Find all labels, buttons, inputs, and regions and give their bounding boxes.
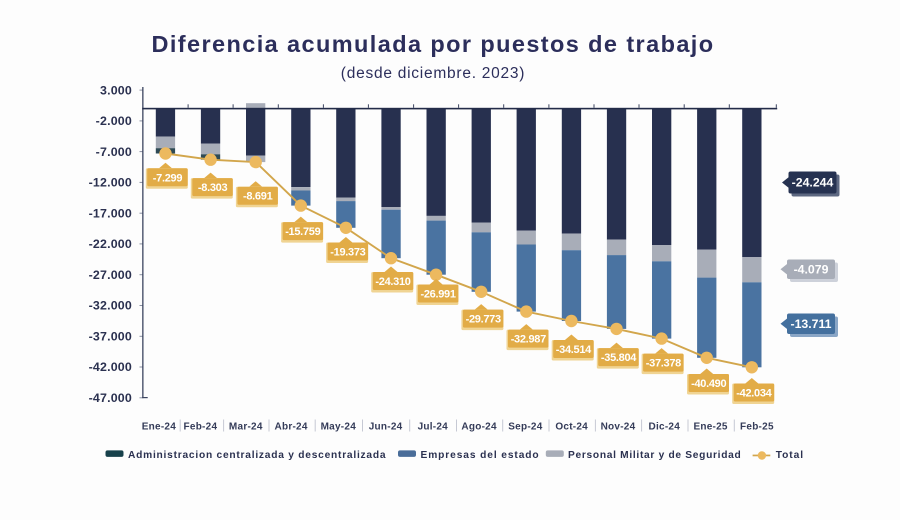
svg-text:Jun-24: Jun-24 <box>369 422 403 433</box>
svg-text:-37.000: -37.000 <box>89 330 132 344</box>
svg-text:-32.000: -32.000 <box>89 299 132 313</box>
svg-text:-42.000: -42.000 <box>89 360 132 374</box>
svg-text:Empresas del estado: Empresas del estado <box>421 450 540 461</box>
svg-text:Mar-24: Mar-24 <box>229 422 263 433</box>
svg-text:Ene-24: Ene-24 <box>142 422 176 433</box>
svg-text:-12.000: -12.000 <box>89 176 132 190</box>
svg-text:Total: Total <box>776 450 804 461</box>
svg-text:3.000: 3.000 <box>100 83 132 97</box>
svg-text:-47.000: -47.000 <box>89 391 132 405</box>
svg-text:Ene-25: Ene-25 <box>693 422 727 433</box>
svg-text:-7.000: -7.000 <box>96 145 132 159</box>
svg-text:Sep-24: Sep-24 <box>508 422 542 433</box>
svg-text:Nov-24: Nov-24 <box>601 422 636 433</box>
svg-text:Feb-24: Feb-24 <box>184 422 218 433</box>
svg-text:Feb-25: Feb-25 <box>740 422 774 433</box>
svg-text:-32.987: -32.987 <box>511 334 546 346</box>
svg-text:-40.490: -40.490 <box>691 378 726 390</box>
svg-text:-4.079: -4.079 <box>794 262 829 276</box>
svg-text:-8.303: -8.303 <box>198 182 228 194</box>
svg-text:Jul-24: Jul-24 <box>418 422 449 433</box>
svg-text:-29.773: -29.773 <box>466 314 501 326</box>
svg-text:Ago-24: Ago-24 <box>461 422 497 433</box>
svg-text:Administracion centralizada y: Administracion centralizada y descentral… <box>128 450 386 461</box>
svg-text:-27.000: -27.000 <box>89 268 132 282</box>
svg-text:-17.000: -17.000 <box>89 206 132 220</box>
svg-text:Personal Militar y de Segurida: Personal Militar y de Seguridad <box>568 450 741 461</box>
svg-text:Dic-24: Dic-24 <box>649 422 681 433</box>
svg-text:-2.000: -2.000 <box>96 114 132 128</box>
svg-text:-35.804: -35.804 <box>601 352 637 364</box>
svg-text:Oct-24: Oct-24 <box>555 422 588 433</box>
svg-text:-34.514: -34.514 <box>556 344 592 356</box>
svg-text:-8.691: -8.691 <box>243 191 273 203</box>
svg-text:Diferencia acumulada por puest: Diferencia acumulada por puestos de trab… <box>152 31 715 57</box>
svg-text:-13.711: -13.711 <box>790 317 831 331</box>
svg-text:-24.310: -24.310 <box>375 276 410 288</box>
svg-text:-26.991: -26.991 <box>420 289 455 301</box>
svg-text:Abr-24: Abr-24 <box>275 422 308 433</box>
svg-text:May-24: May-24 <box>321 422 357 433</box>
svg-text:-42.034: -42.034 <box>736 388 772 400</box>
svg-text:(desde diciembre. 2023): (desde diciembre. 2023) <box>341 65 525 82</box>
svg-text:-22.000: -22.000 <box>89 237 132 251</box>
svg-text:-37.378: -37.378 <box>646 358 681 370</box>
svg-text:-24.244: -24.244 <box>792 176 834 190</box>
svg-text:-15.759: -15.759 <box>285 226 320 238</box>
svg-text:-19.373: -19.373 <box>330 247 365 259</box>
svg-text:-7.299: -7.299 <box>153 172 183 184</box>
